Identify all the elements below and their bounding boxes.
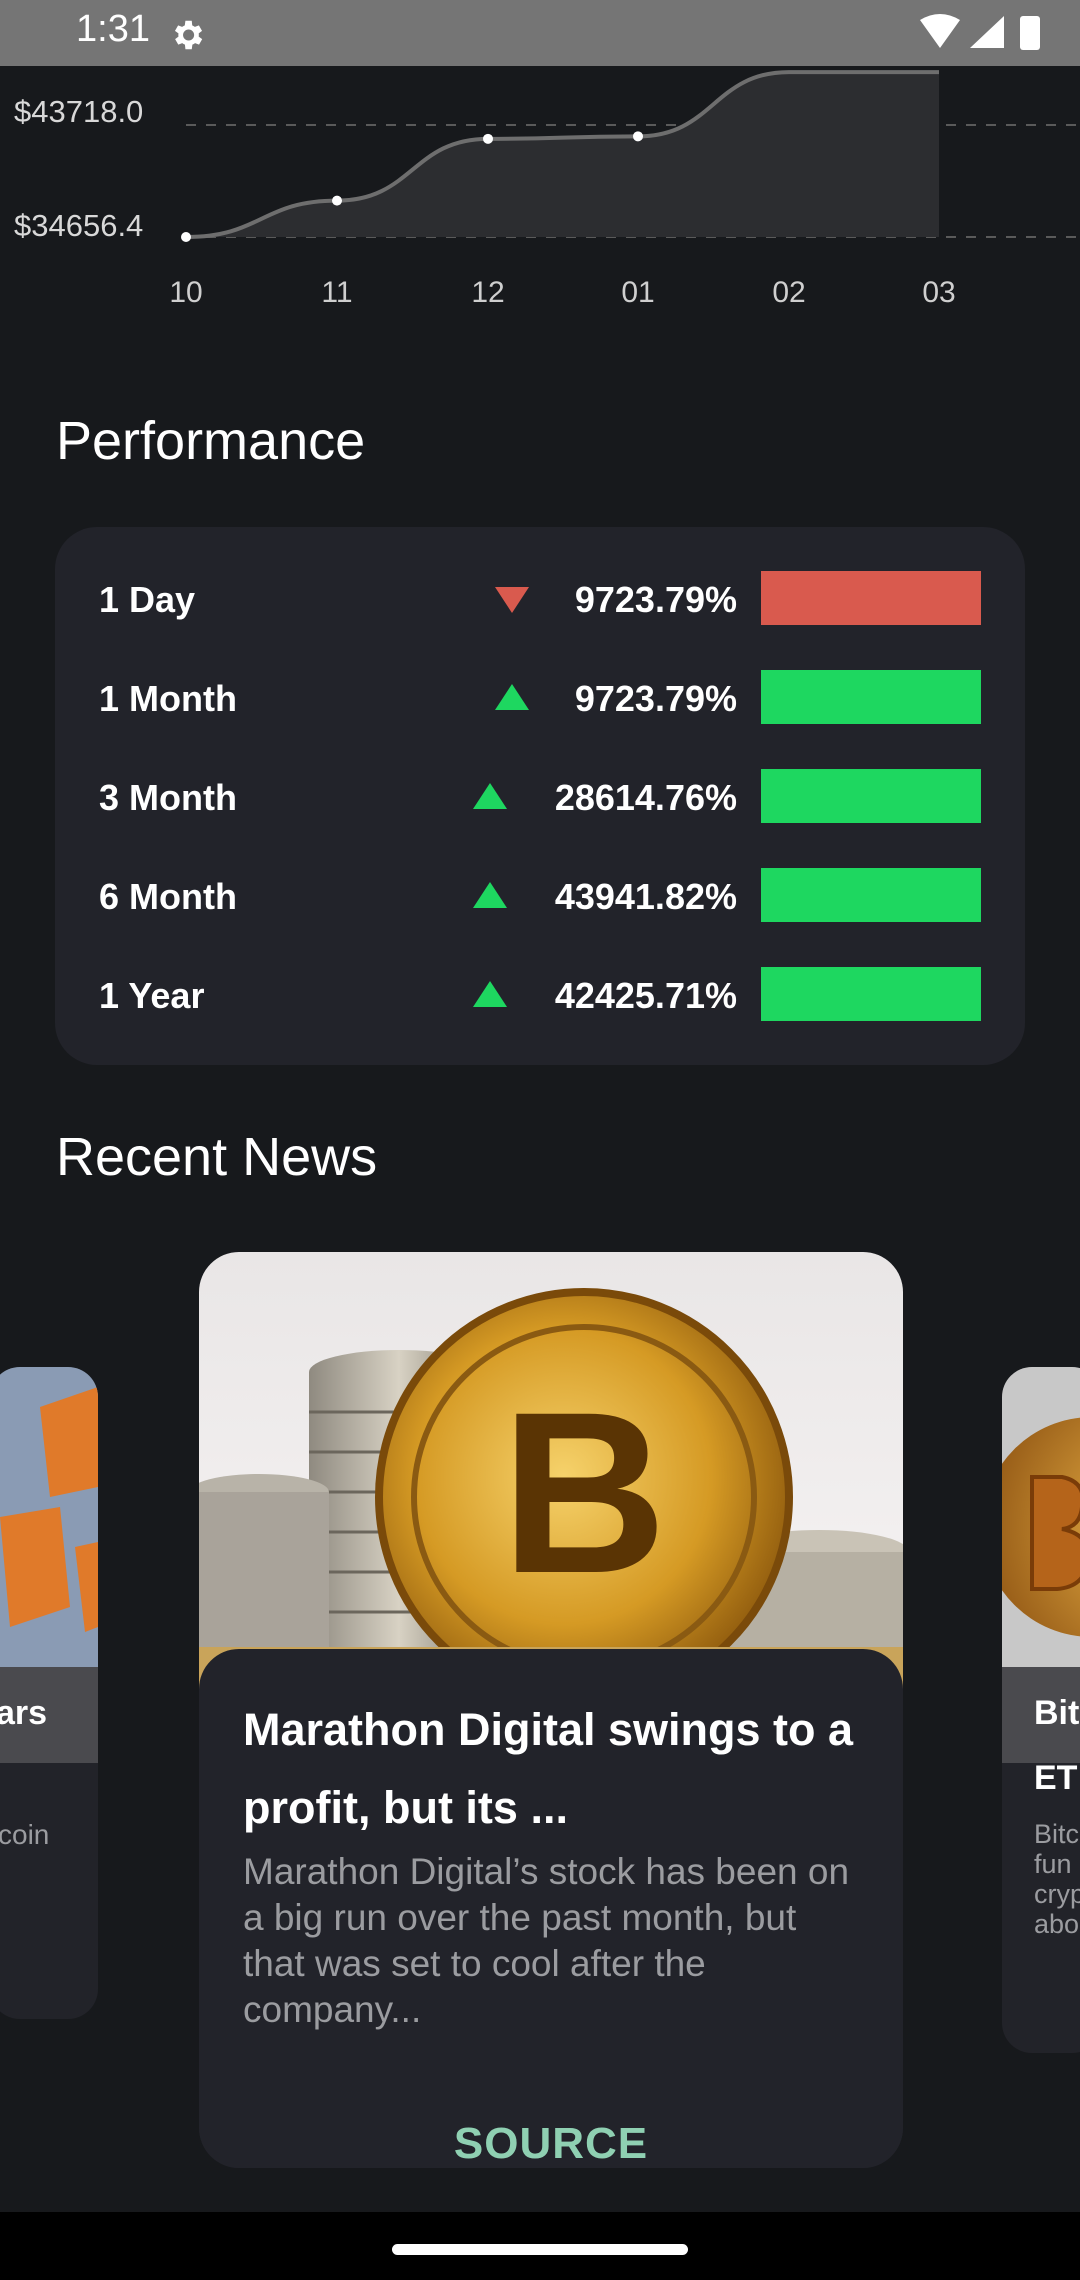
news-card-title: ars <box>0 1694 48 1732</box>
chart-point <box>332 195 342 206</box>
perf-bar <box>761 670 981 724</box>
settings-gear-icon <box>174 20 203 50</box>
wifi-icon <box>920 14 960 48</box>
perf-label: 1 Day <box>99 579 196 620</box>
chart-point <box>181 232 191 242</box>
perf-value: 42425.71% <box>554 975 737 1016</box>
news-card-title-bg <box>1002 1667 1080 1763</box>
news-card-body: Marathon Digital swings to a profit, but… <box>199 1649 903 2168</box>
news-description: Marathon Digital’s stock has been on a b… <box>243 1851 850 2030</box>
news-card-next[interactable]: Bit ET Bitc fun cryp abo <box>1002 1367 1080 2053</box>
perf-label: 1 Year <box>99 975 205 1016</box>
y-label-low: $34656.4 <box>14 208 144 243</box>
news-card-desc-line: fun <box>1034 1849 1072 1879</box>
news-image-bitcoin-coins: B <box>199 1252 903 1692</box>
perf-row: 3 Month 28614.76% <box>55 769 1025 825</box>
x-tick: 12 <box>471 276 505 309</box>
performance-card: 1 Day 9723.79% 1 Month 9723.79% 3 Month … <box>55 527 1025 1065</box>
perf-row: 1 Year 42425.71% <box>55 967 1025 1023</box>
x-tick: 03 <box>922 276 956 309</box>
price-chart[interactable]: $43718.0 $34656.4 10 11 12 01 02 03 <box>0 66 1080 336</box>
news-card-title-bg <box>0 1667 98 1763</box>
news-card-title: ET <box>1034 1759 1078 1797</box>
perf-value: 43941.82% <box>554 876 737 917</box>
news-card-desc-line: abo <box>1034 1909 1080 1939</box>
news-card-desc-line: Bitc <box>1034 1819 1080 1849</box>
x-tick: 02 <box>772 276 806 309</box>
recent-news-title: Recent News <box>56 1127 378 1187</box>
perf-label: 1 Month <box>99 678 237 719</box>
home-gesture-handle[interactable] <box>392 2244 688 2255</box>
x-tick: 11 <box>321 276 353 309</box>
svg-text:B: B <box>501 1364 667 1621</box>
x-tick: 10 <box>169 276 203 309</box>
perf-bar <box>761 967 981 1021</box>
signal-icon <box>970 16 1004 48</box>
up-arrow-icon <box>495 684 529 710</box>
news-source-link[interactable]: SOURCE <box>453 2119 649 2168</box>
news-card-title: Bit <box>1034 1694 1080 1732</box>
news-thumbnail-image <box>0 1367 98 1667</box>
perf-value: 9723.79% <box>574 678 737 719</box>
up-arrow-icon <box>473 783 507 809</box>
perf-row: 1 Day 9723.79% <box>55 571 1025 627</box>
perf-label: 6 Month <box>99 876 237 917</box>
chart-line <box>185 70 939 239</box>
perf-label: 3 Month <box>99 777 237 818</box>
news-thumbnail-image <box>1002 1367 1080 1667</box>
news-card-desc-line: cryp <box>1034 1879 1080 1909</box>
down-arrow-icon <box>495 587 529 613</box>
status-icons <box>920 14 1040 50</box>
news-card-prev[interactable]: ars coin <box>0 1367 98 2019</box>
news-headline: Marathon Digital swings to a profit, but… <box>243 1704 854 1833</box>
chart-point <box>633 131 643 142</box>
performance-title: Performance <box>56 411 366 471</box>
x-tick: 01 <box>621 276 655 309</box>
news-card-desc: Bitc fun cryp abo <box>1034 1819 1080 1939</box>
chart-point <box>483 133 493 144</box>
perf-value: 28614.76% <box>554 777 737 818</box>
perf-row: 1 Month 9723.79% <box>55 670 1025 726</box>
status-bar: 1:31 <box>0 0 1080 66</box>
perf-bar <box>761 571 981 625</box>
perf-row: 6 Month 43941.82% <box>55 868 1025 924</box>
perf-bar <box>761 868 981 922</box>
news-card-desc: coin <box>0 1819 50 1850</box>
up-arrow-icon <box>473 882 507 908</box>
perf-value: 9723.79% <box>574 579 737 620</box>
news-card-main[interactable]: B Marathon Digital swings to a profit, b… <box>199 1252 903 2168</box>
battery-icon <box>1020 16 1040 50</box>
up-arrow-icon <box>473 981 507 1007</box>
status-time: 1:31 <box>76 8 150 50</box>
y-label-high: $43718.0 <box>14 94 144 129</box>
chart-area <box>186 72 939 237</box>
perf-bar <box>761 769 981 823</box>
price-chart-plot <box>181 70 1080 242</box>
